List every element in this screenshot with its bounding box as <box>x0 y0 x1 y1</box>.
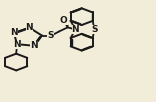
Text: O: O <box>60 16 68 25</box>
Text: S: S <box>91 25 98 34</box>
Text: N: N <box>13 40 21 49</box>
Text: N: N <box>72 25 79 34</box>
Text: S: S <box>47 31 54 40</box>
Text: N: N <box>10 28 18 37</box>
Text: N: N <box>30 41 38 50</box>
Text: N: N <box>26 23 33 32</box>
